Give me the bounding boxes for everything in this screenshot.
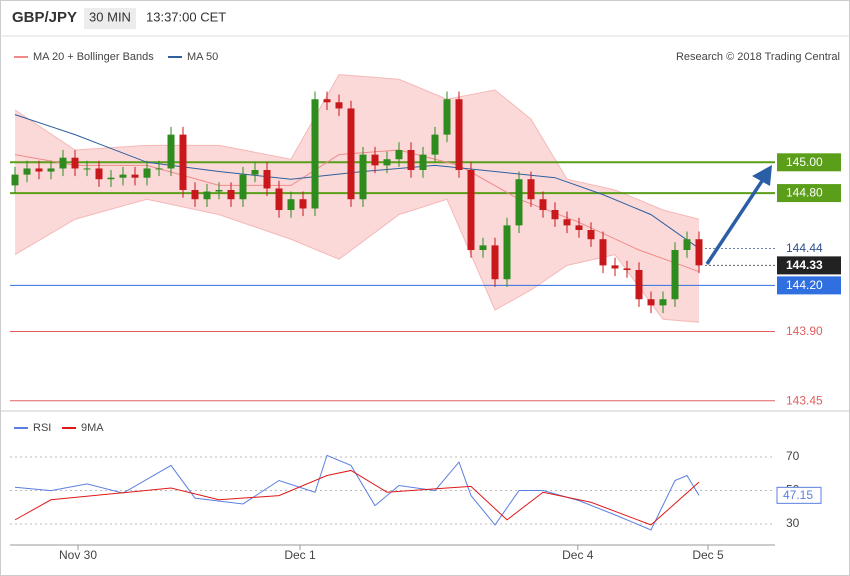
candle-body [527, 179, 535, 200]
candle-body [683, 239, 691, 250]
level-label: 144.44 [786, 241, 823, 255]
time: 13:37:00 CET [146, 9, 226, 24]
candle-body [251, 170, 259, 175]
level-label: 144.80 [786, 186, 823, 200]
ma-line [14, 114, 700, 249]
candle-body [407, 150, 415, 170]
level-label: 143.45 [786, 393, 823, 407]
candle-body [383, 159, 391, 166]
candle-body [467, 170, 475, 250]
candle-body [239, 174, 247, 200]
candle-body [167, 134, 175, 169]
candle-body [335, 102, 343, 109]
candle-body [419, 154, 427, 170]
candle-body [59, 157, 67, 169]
candle-body [671, 250, 679, 300]
interval-box [84, 8, 136, 29]
rsi-line [14, 454, 700, 531]
x-tick-label: Dec 5 [692, 548, 724, 562]
interval: 30 MIN [89, 9, 131, 24]
bollinger-upper [14, 74, 700, 220]
candle-body [563, 219, 571, 226]
candle-body [647, 299, 655, 306]
candle-body [275, 188, 283, 210]
candle-body [155, 168, 163, 170]
candle-body [395, 150, 403, 160]
candle-body [455, 99, 463, 170]
x-tick-label: Nov 30 [59, 548, 97, 562]
candle-body [503, 225, 511, 280]
candle-body [515, 179, 523, 226]
candle-body [179, 134, 187, 190]
candle-body [203, 191, 211, 200]
candle-body [479, 245, 487, 250]
ma-line [14, 149, 700, 273]
rsi-line [14, 469, 700, 526]
candle-body [359, 154, 367, 200]
rsi-tick-label: 70 [786, 449, 800, 463]
level-label: 145.00 [786, 155, 823, 169]
candle-body [11, 174, 19, 186]
candle-body [551, 210, 559, 220]
level-box [777, 153, 841, 172]
candle-body [623, 268, 631, 270]
candle-body [635, 270, 643, 300]
candle-body [539, 199, 547, 210]
candle-body [575, 225, 583, 230]
candle-body [143, 168, 151, 178]
x-tick-label: Dec 4 [562, 548, 594, 562]
level-box [777, 256, 841, 275]
candle-body [71, 157, 79, 169]
candle-body [587, 230, 595, 240]
candle-body [215, 190, 223, 192]
candle-body [83, 168, 91, 170]
rsi-value-box [776, 486, 822, 504]
legend-label: MA 50 [187, 51, 218, 63]
candle-body [287, 199, 295, 210]
candle-body [47, 168, 55, 172]
level-box [777, 276, 841, 295]
candle-body [323, 99, 331, 103]
legend-label: 9MA [81, 422, 104, 434]
candle-body [35, 168, 43, 172]
candle-body [131, 174, 139, 178]
arrow-shaft [705, 177, 766, 265]
candle-body [347, 108, 355, 200]
level-label: 144.33 [786, 258, 823, 272]
legend-label: MA 20 + Bollinger Bands [33, 51, 154, 63]
symbol: GBP/JPY [12, 9, 77, 26]
candle-body [299, 199, 307, 209]
candle-body [263, 170, 271, 189]
rsi-tick-label: 30 [786, 516, 800, 530]
candle-body [431, 134, 439, 155]
candle-body [443, 99, 451, 135]
candle-body [191, 190, 199, 200]
bollinger-area [15, 74, 699, 323]
candle-body [611, 265, 619, 269]
projection-arrow [705, 165, 772, 265]
level-label: 144.20 [786, 278, 823, 292]
arrow-head [752, 165, 772, 186]
candle-body [119, 174, 127, 178]
candle-body [227, 190, 235, 200]
candle-body [23, 168, 31, 175]
candle-body [695, 239, 703, 266]
rsi-value-label: 47.15 [783, 488, 813, 502]
candle-body [599, 239, 607, 266]
level-box [777, 184, 841, 203]
candle-body [371, 154, 379, 166]
credit: Research © 2018 Trading Central [676, 51, 840, 63]
candle-body [491, 245, 499, 280]
x-tick-label: Dec 1 [284, 548, 316, 562]
candle-body [107, 177, 115, 180]
candle-body [311, 99, 319, 209]
candle-body [95, 168, 103, 180]
bollinger-lower [14, 198, 700, 323]
legend-label: RSI [33, 422, 51, 434]
level-label: 143.90 [786, 324, 823, 338]
candle-body [659, 299, 667, 306]
